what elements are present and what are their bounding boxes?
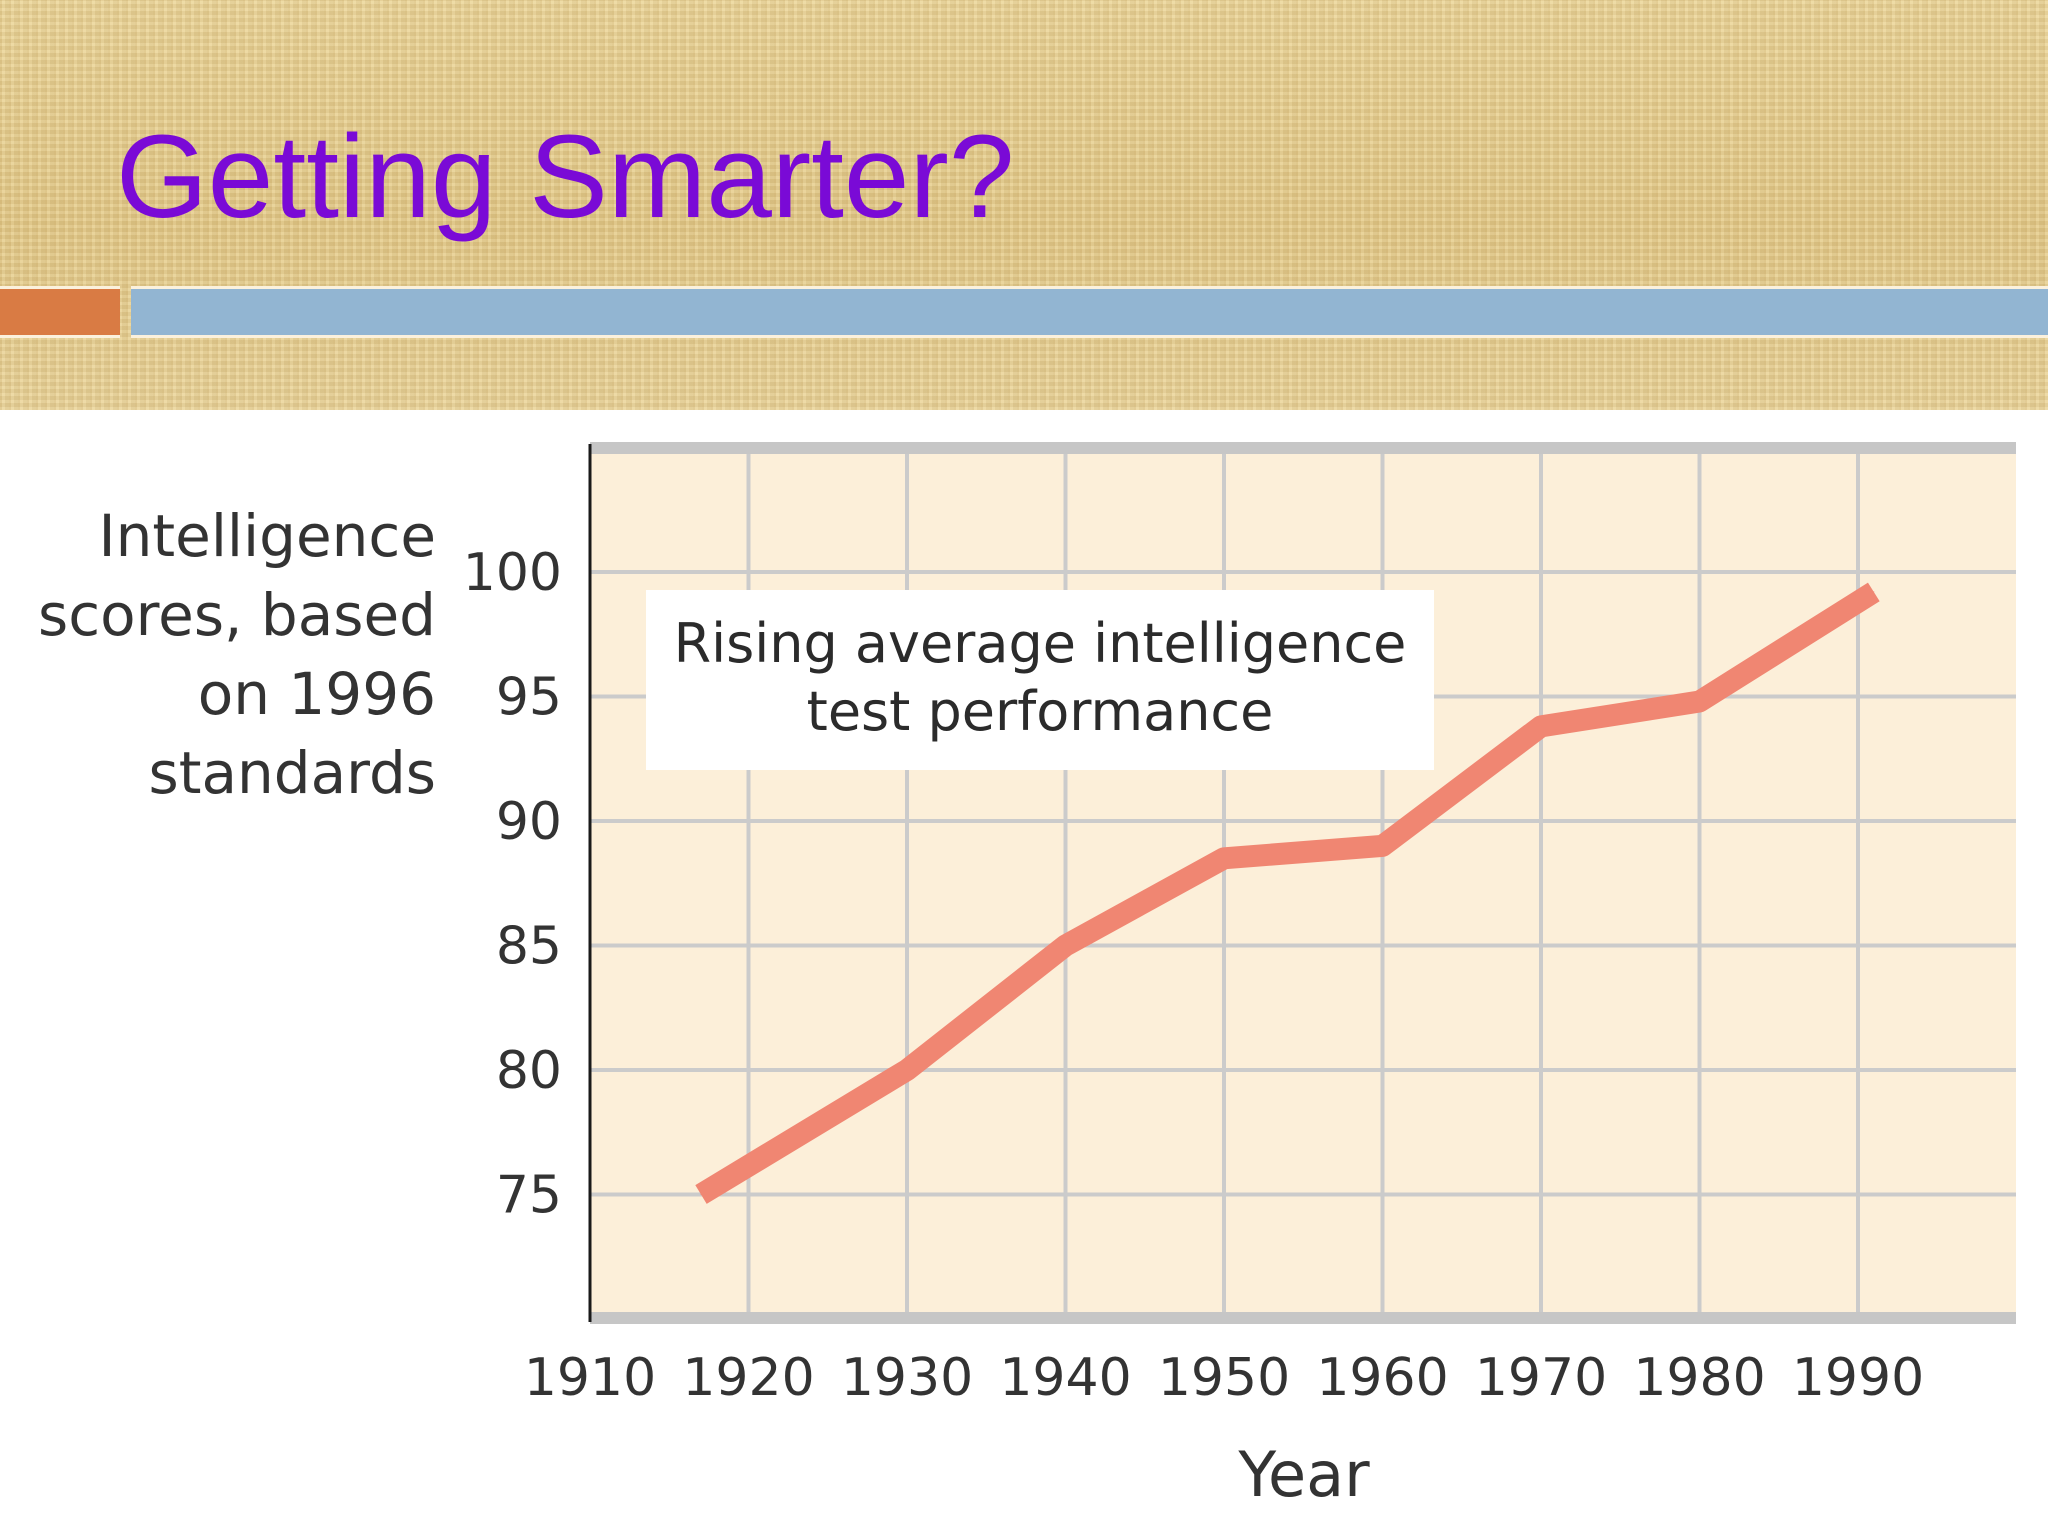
- accent-bar: [131, 286, 2048, 338]
- x-tick-label-1950: 1950: [1158, 1348, 1290, 1408]
- data-point-1960: [1382, 845, 1383, 847]
- axes: [588, 442, 2016, 1324]
- annotation-line-1: Rising average intelligence: [674, 612, 1407, 675]
- x-tick-label-1970: 1970: [1475, 1348, 1607, 1408]
- y-tick-label-90: 90: [496, 792, 562, 852]
- y-tick-label-100: 100: [463, 543, 562, 603]
- annotation-background: [646, 590, 1434, 770]
- y-tick-label-80: 80: [496, 1041, 562, 1101]
- x-tick-label-1980: 1980: [1633, 1348, 1765, 1408]
- series-line-0: [695, 582, 1880, 1204]
- series: [695, 582, 1880, 1204]
- x-tick-label-1920: 1920: [682, 1348, 814, 1408]
- y-axis-title: Intelligence scores, based on 1996 stand…: [38, 502, 436, 807]
- data-point-1950: [1223, 857, 1225, 859]
- slide-header: [0, 0, 2048, 410]
- y-tick-label-85: 85: [496, 917, 562, 977]
- slide-title: Getting Smarter?: [116, 111, 1015, 243]
- y-axis-title-line-4: standards: [149, 739, 436, 807]
- x-tick-label-1960: 1960: [1316, 1348, 1448, 1408]
- data-point-1917: [700, 1194, 702, 1195]
- x-tick-label-1930: 1930: [841, 1348, 973, 1408]
- x-tick-labels: 1910 1920 1930 1940 1950 1960 1970 1980 1990: [524, 1348, 1924, 1408]
- x-axis-title: Year: [1237, 1438, 1370, 1511]
- plot-background: [590, 448, 2016, 1318]
- data-point-1970: [1540, 725, 1542, 727]
- y-tick-labels: 75 80 85 90 95 100: [463, 543, 562, 1226]
- y-axis-title-line-3: on 1996: [198, 660, 436, 728]
- annotation-line-2: test performance: [807, 680, 1274, 743]
- data-point-1930: [906, 1069, 908, 1071]
- x-tick-label-1940: 1940: [999, 1348, 1131, 1408]
- annotation-box: Rising average intelligence test perform…: [646, 590, 1434, 770]
- plot-area: [590, 448, 2016, 1318]
- data-point-1991: [1873, 591, 1875, 593]
- x-tick-label-1990: 1990: [1792, 1348, 1924, 1408]
- x-tick-label-1910: 1910: [524, 1348, 656, 1408]
- y-axis-title-line-1: Intelligence: [99, 502, 436, 570]
- data-point-1940: [1065, 945, 1066, 946]
- y-tick-label-75: 75: [496, 1166, 562, 1226]
- accent-block: [0, 286, 120, 338]
- y-tick-label-95: 95: [496, 668, 562, 728]
- y-axis-title-line-2: scores, based: [38, 581, 436, 649]
- data-point-1980: [1699, 701, 1700, 702]
